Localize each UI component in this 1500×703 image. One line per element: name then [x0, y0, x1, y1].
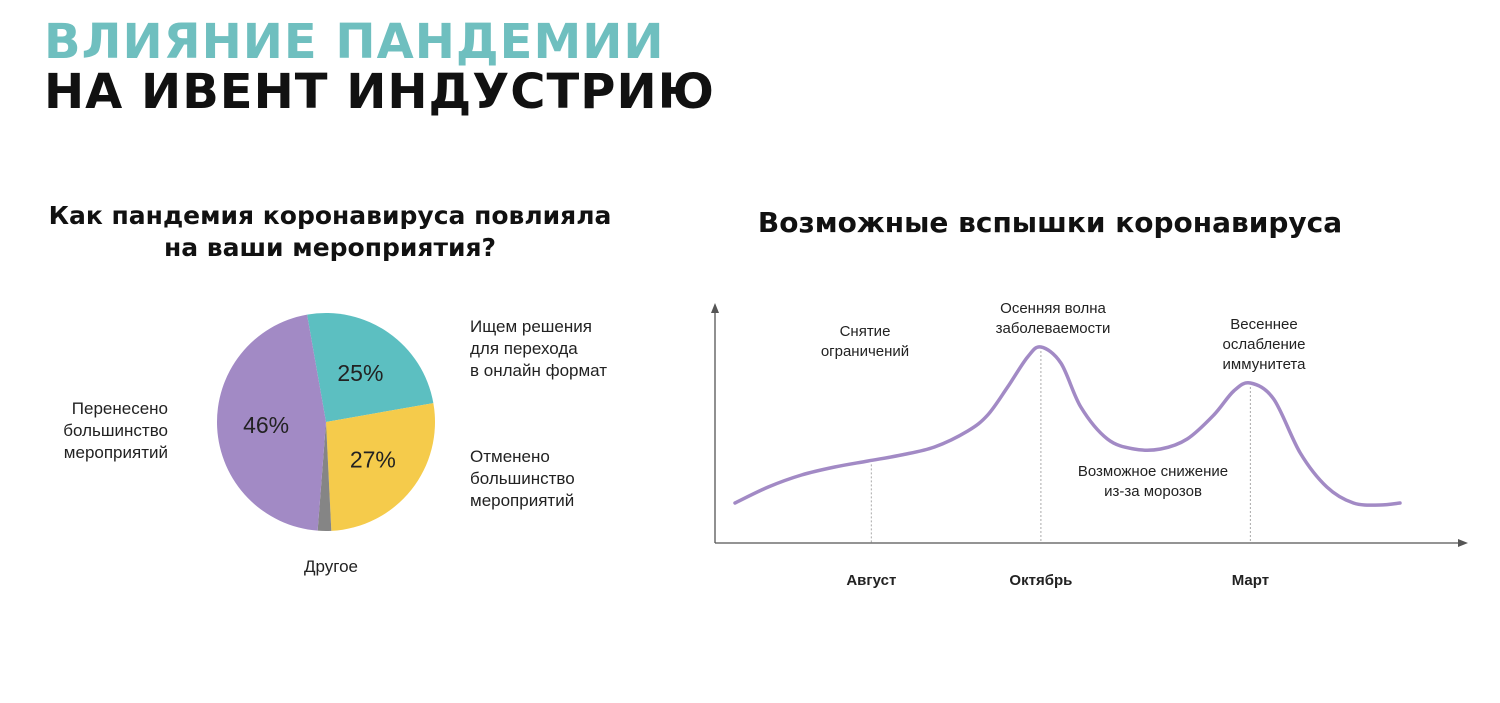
slide-title-line2: НА ИВЕНТ ИНДУСТРИЮ: [44, 64, 715, 120]
pie-label-postponed-line2: большинство: [63, 421, 168, 440]
pie-label-other: Другое: [304, 557, 359, 576]
pie-label-postponed: Перенесено большинство мероприятий: [40, 398, 168, 464]
pie-label-online-line3: в онлайн формат: [470, 361, 608, 380]
annotation-spring-line1: Весеннее: [1230, 316, 1298, 333]
pie-label-postponed-line1: Перенесено: [71, 399, 168, 418]
annotation-lifting-line1: Снятие: [839, 323, 891, 340]
annotation-autumn-line2: заболеваемости: [995, 320, 1111, 337]
pie-label-online-line2: для перехода: [470, 339, 578, 358]
annotation-autumn-line1: Осенняя волна: [1000, 300, 1106, 317]
pie-label-cancelled-line3: мероприятий: [470, 491, 575, 510]
slide-title-line1: ВЛИЯНИЕ ПАНДЕМИИ: [44, 14, 665, 70]
x-axis-arrow-icon: [1458, 539, 1468, 547]
x-tick-label-1: Октябрь: [1009, 572, 1072, 589]
x-tick-label-0: Август: [846, 572, 896, 589]
pie-label-online-line1: Ищем решения: [470, 317, 592, 336]
pie-label-postponed-line3: мероприятий: [63, 443, 168, 462]
annotation-spring-line2: ослабление: [1222, 336, 1306, 353]
pie-label-online: Ищем решения для перехода в онлайн форма…: [470, 316, 607, 382]
pie-value-label-0: 25%: [337, 360, 383, 386]
pie-value-label-1: 27%: [350, 446, 396, 472]
line-chart-title: Возможные вспышки коронавируса: [757, 206, 1343, 239]
annotation-possible-decline: Возможное снижение из-за морозов: [1058, 462, 1248, 502]
pie-slice-2: [317, 422, 332, 531]
pie-label-cancelled-line2: большинство: [470, 469, 575, 488]
line-chart: Август Октябрь Март: [711, 303, 1468, 589]
annotation-decline-line2: из-за морозов: [1104, 483, 1202, 500]
pie-title-line2: на ваши мероприятия?: [163, 233, 497, 262]
annotation-lifting-line2: ограничений: [820, 343, 910, 360]
annotation-spring-line3: иммунитета: [1222, 356, 1306, 373]
pie-slice-1: [326, 403, 435, 531]
pie-value-label-3: 46%: [243, 412, 289, 438]
annotation-lifting-restrictions: Снятие ограничений: [805, 322, 925, 362]
pie-title-line1: Как пандемия коронавируса повлияла: [48, 201, 612, 230]
pie-label-cancelled-line1: Отменено: [470, 447, 550, 466]
pie-chart-title: Как пандемия коронавируса повлияла на ва…: [40, 200, 620, 264]
annotation-autumn-wave: Осенняя волна заболеваемости: [978, 299, 1128, 339]
pie-slice-3: [217, 314, 326, 531]
x-tick-label-2: Март: [1232, 572, 1269, 589]
pie-chart: 25% 27% 46%: [217, 313, 435, 531]
outbreak-curve: [733, 345, 1402, 507]
annotation-spring-immunity: Весеннее ослабление иммунитета: [1200, 315, 1328, 375]
y-axis-arrow-icon: [711, 303, 719, 313]
pie-label-cancelled: Отменено большинство мероприятий: [470, 446, 575, 512]
annotation-decline-line1: Возможное снижение: [1077, 463, 1229, 480]
pie-slice-0: [307, 313, 434, 422]
